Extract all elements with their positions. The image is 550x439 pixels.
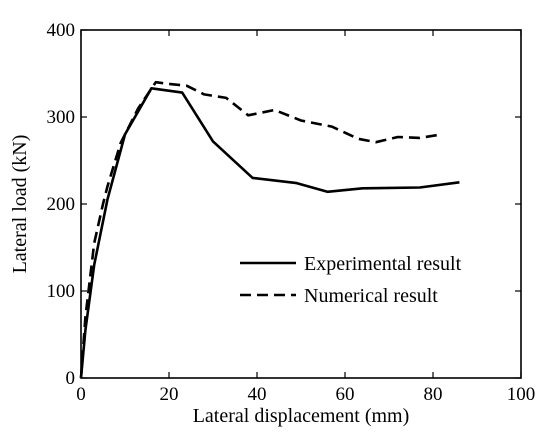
legend: Experimental result Numerical result	[240, 253, 462, 307]
x-tick-label: 0	[76, 384, 86, 405]
data-series	[79, 80, 460, 379]
legend-entry-label: Numerical result	[304, 285, 438, 307]
x-tick-label: 40	[248, 384, 267, 405]
x-tick-label: 60	[336, 384, 355, 405]
y-tick-label: 200	[47, 194, 76, 215]
axis-ticks: 0 20 40 60 80 100 0 100 200 300 400	[47, 20, 536, 405]
x-tick-label: 100	[507, 384, 536, 405]
legend-entry-label: Experimental result	[304, 253, 462, 275]
y-tick-label: 400	[47, 20, 76, 41]
y-tick-label: 300	[47, 107, 76, 128]
x-tick-label: 20	[160, 384, 179, 405]
y-tick-label: 100	[47, 281, 76, 302]
experimental-result-line	[79, 87, 460, 379]
x-tick-label: 80	[424, 384, 443, 405]
numerical-result-line	[79, 80, 443, 379]
y-axis-label: Lateral load (kN)	[9, 135, 31, 274]
y-tick-label: 0	[66, 368, 76, 389]
x-axis-label: Lateral displacement (mm)	[193, 405, 410, 427]
axes-frame	[80, 29, 522, 379]
